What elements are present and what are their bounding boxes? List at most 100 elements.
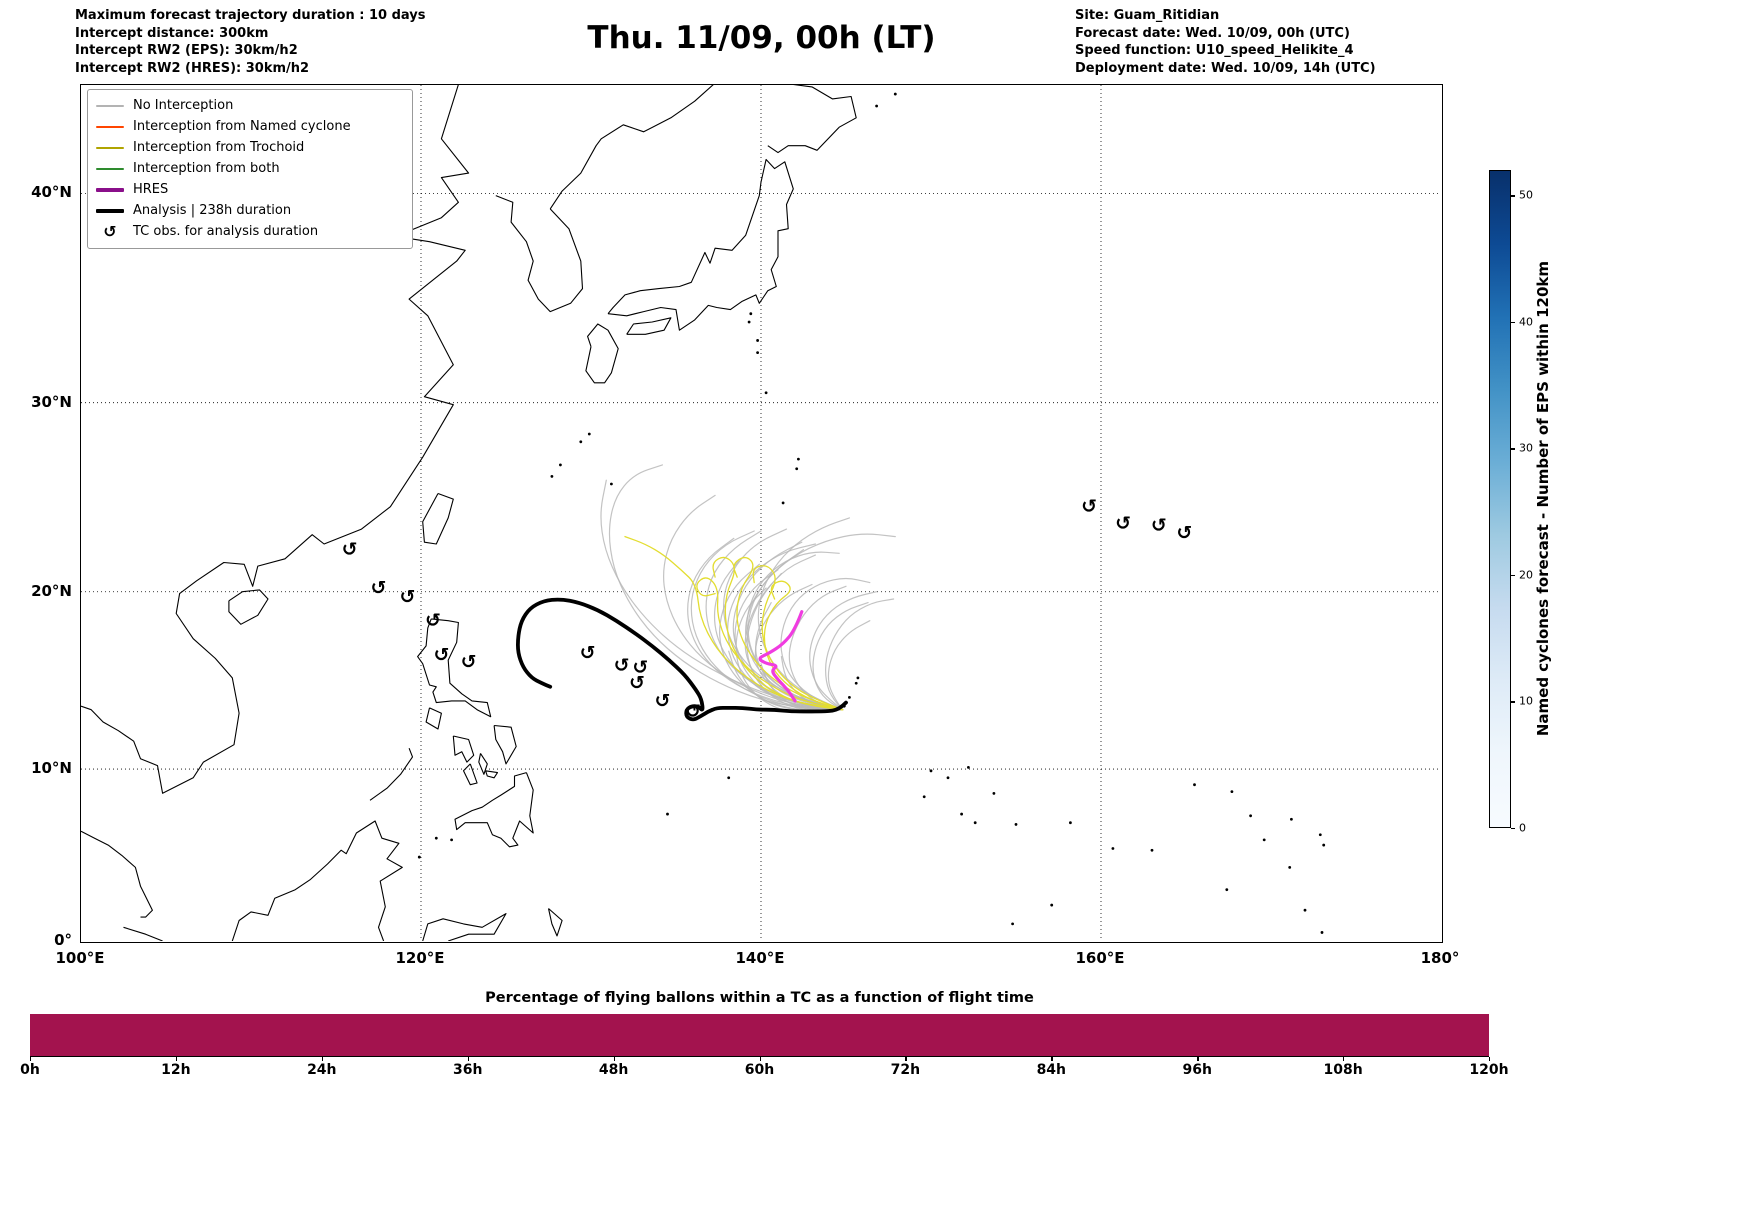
bottom-tick-label: 84h [1036, 1062, 1067, 1078]
coastline [626, 317, 672, 335]
trajectory-interception-from-trochoid [624, 535, 844, 711]
trajectory-no-interception [827, 620, 871, 711]
coastline [495, 195, 584, 313]
bottom-tick-mark [467, 1057, 470, 1061]
colorbar-tick-label: 20 [1519, 568, 1533, 582]
coastline [425, 707, 442, 730]
bottom-tick-label: 96h [1182, 1062, 1212, 1078]
island-dot [1011, 922, 1014, 926]
coastline [231, 820, 403, 941]
island-dot [749, 312, 753, 316]
bottom-tick-label: 108h [1323, 1062, 1363, 1078]
island-dot [967, 765, 970, 769]
colorbar-tick-label: 40 [1519, 315, 1533, 329]
trajectory-no-interception [687, 537, 844, 711]
island-dot [1288, 865, 1292, 869]
trajectory-interception-from-trochoid [763, 580, 844, 711]
island-dot [587, 432, 591, 436]
coastline [454, 772, 534, 848]
colorbar-tick-label: 10 [1519, 694, 1533, 708]
legend-item-4: HRES [96, 179, 402, 200]
bottom-tick-mark [175, 1057, 178, 1061]
legend-line-swatch [96, 187, 124, 192]
legend-line-swatch [96, 104, 124, 107]
island-dot [797, 457, 800, 461]
legend-marker-symbol: ↺ [103, 221, 117, 241]
colorbar [1489, 170, 1511, 828]
trajectory-no-interception [747, 533, 896, 711]
colorbar-tick-mark [1511, 828, 1515, 830]
island-dot [848, 695, 851, 699]
coastline [478, 753, 488, 775]
legend-item-5: Analysis | 238h duration [96, 200, 402, 221]
trajectory-no-interception [600, 479, 844, 711]
trajectory-interception-from-trochoid [752, 565, 844, 711]
legend-item-label: HRES [133, 182, 169, 197]
island-dot [1320, 931, 1324, 934]
meta-line-deployment-date: Deployment date: Wed. 10/09, 14h (UTC) [1075, 60, 1376, 76]
bottom-tick-mark [321, 1057, 324, 1061]
trajectory-no-interception [825, 598, 895, 711]
island-dot [856, 676, 860, 680]
tc-obs-symbol: ↺ [399, 586, 415, 608]
bottom-tick-mark [905, 1057, 907, 1061]
colorbar-label-text: Named cyclones forecast - Number of EPS … [1534, 261, 1552, 737]
tc-obs-symbol: ↺ [580, 642, 596, 664]
colorbar-tick-mark [1511, 701, 1515, 703]
meta-line-site: Site: Guam_Ritidian [1075, 8, 1220, 23]
lon-tick-label: 160°E [1075, 949, 1125, 967]
bottom-tick-mark [30, 1057, 32, 1061]
island-dot [727, 776, 731, 780]
island-dot [559, 463, 562, 467]
trajectory-hres [758, 610, 804, 703]
tc-obs-symbol: ↺ [433, 644, 449, 666]
trajectory-no-interception [734, 569, 844, 711]
island-dot [1225, 888, 1229, 892]
bottom-tick-mark [613, 1057, 615, 1061]
lat-tick-label: 30°N [31, 392, 72, 411]
island-dot [747, 320, 751, 324]
island-dot [579, 440, 583, 444]
lon-tick-label: 100°E [55, 949, 105, 967]
bottom-tick-mark [1051, 1057, 1053, 1061]
trajectory-no-interception [788, 585, 847, 711]
tc-obs-symbol: ↺ [654, 690, 670, 712]
trajectory-no-interception [812, 602, 869, 711]
bottom-tick-mark [1197, 1057, 1199, 1061]
legend-item-label: Interception from both [133, 161, 280, 176]
colorbar-tick-mark [1511, 448, 1515, 450]
island-dot [1303, 908, 1307, 912]
coastline [422, 913, 507, 941]
bottom-bar-chart [30, 1014, 1489, 1057]
island-dot [973, 821, 977, 825]
coastline [585, 323, 619, 384]
island-dot [1318, 833, 1322, 837]
meta-line-speed-function: Speed function: U10_speed_Helikite_4 [1075, 43, 1354, 58]
trajectory-analysis-238h-duration [516, 597, 848, 722]
coastline [607, 158, 794, 331]
coastline [123, 926, 163, 941]
island-dot [666, 812, 669, 816]
colorbar-tick-label: 50 [1519, 188, 1533, 202]
tc-obs-symbol: ↺ [614, 654, 630, 676]
lat-tick-label: 0° [54, 931, 72, 949]
tc-obs-symbol: ↺ [461, 651, 477, 673]
coastline [417, 618, 492, 718]
island-dot [1230, 790, 1234, 794]
island-dot [1262, 838, 1266, 842]
param-line-duration: Maximum forecast trajectory duration : 1… [75, 8, 426, 23]
tc-obs-symbol: ↺ [1081, 496, 1097, 518]
island-dot [922, 795, 926, 799]
coastline [422, 492, 454, 545]
island-dot [1193, 783, 1196, 787]
legend-item-label: TC obs. for analysis duration [133, 224, 319, 239]
tc-obs-symbol: ↺ [632, 656, 648, 678]
run-parameters: Maximum forecast trajectory duration : 1… [75, 7, 426, 77]
island-dot [1150, 848, 1154, 852]
param-line-distance: Intercept distance: 300km [75, 25, 269, 41]
legend-item-label: Analysis | 238h duration [133, 203, 292, 218]
island-dot [610, 482, 613, 486]
colorbar-tick-mark [1511, 574, 1515, 577]
run-metadata: Site: Guam_Ritidian Forecast date: Wed. … [1075, 7, 1376, 77]
island-dot [1322, 843, 1326, 847]
